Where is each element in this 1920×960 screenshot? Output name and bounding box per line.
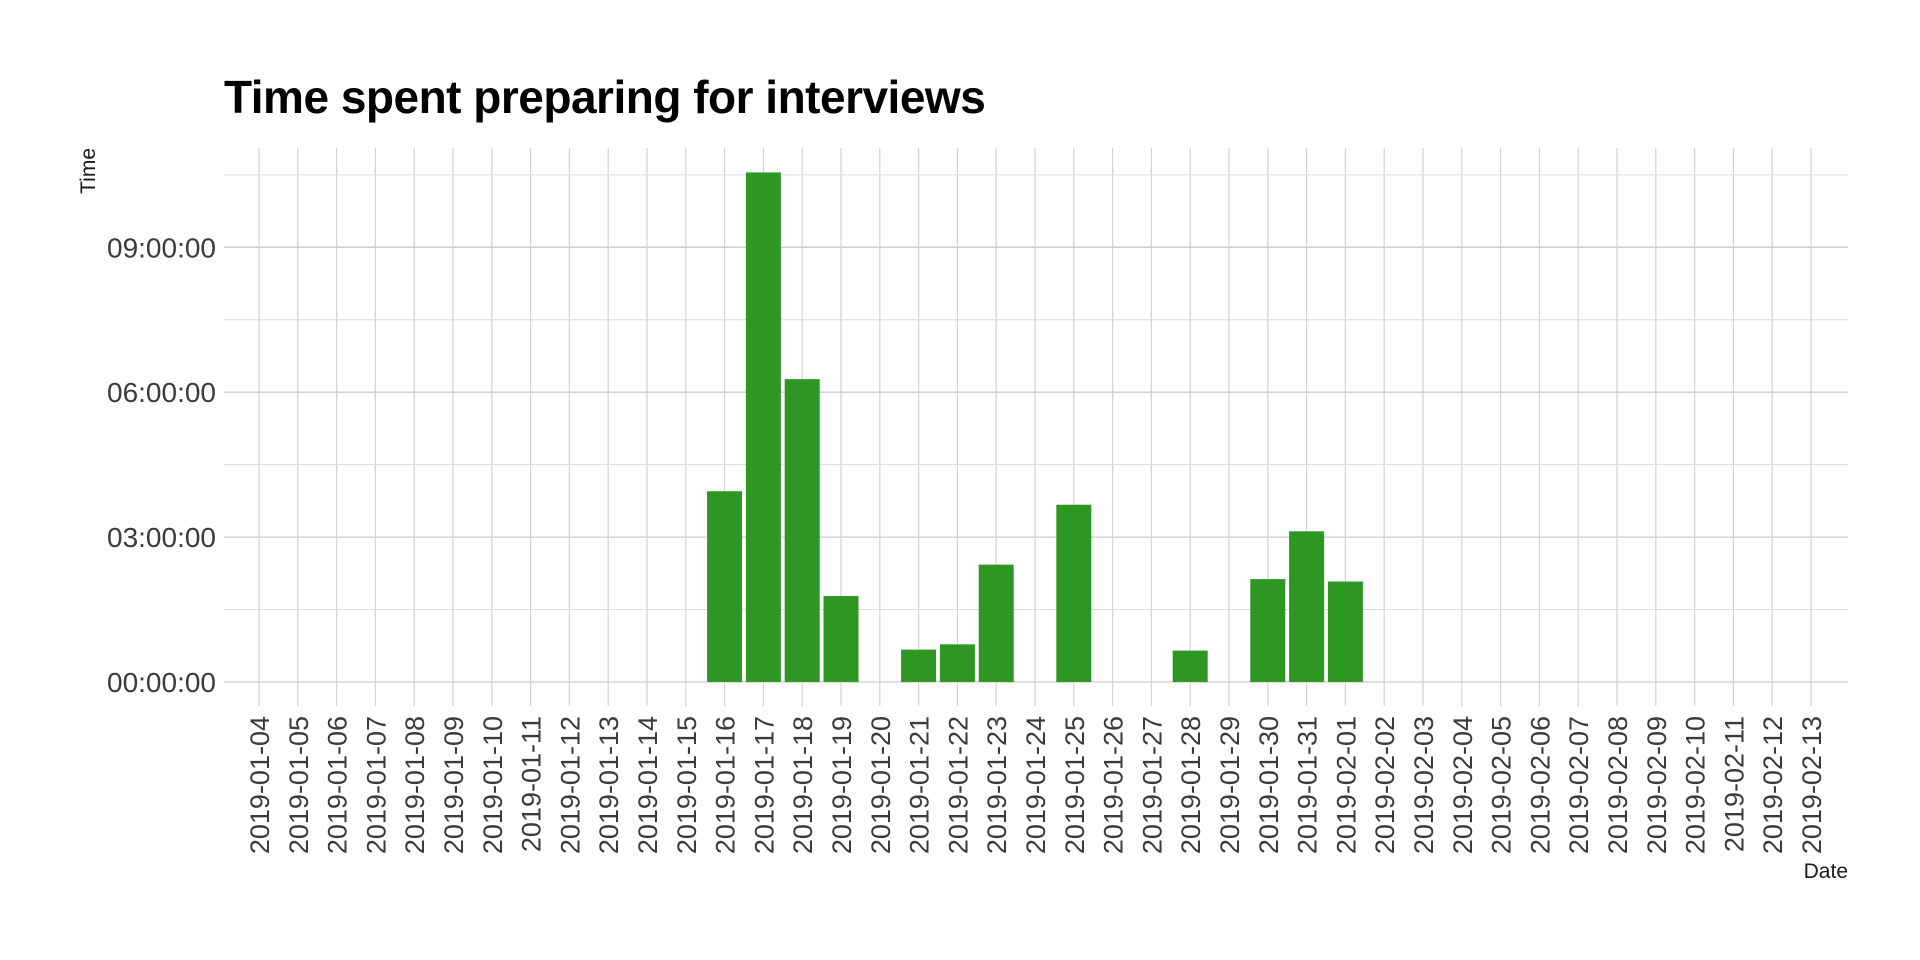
x-tick-label: 2019-02-13: [1797, 716, 1827, 854]
bar-2019-01-23: [978, 564, 1014, 682]
y-tick-label: 09:00:00: [107, 232, 216, 263]
x-axis-title: Date: [1804, 860, 1848, 883]
x-tick-label: 2019-01-31: [1293, 716, 1323, 854]
x-tick-label: 2019-02-02: [1370, 716, 1400, 854]
x-tick-label: 2019-02-11: [1719, 716, 1749, 852]
y-tick-label: 06:00:00: [107, 377, 216, 408]
x-tick-label: 2019-01-26: [1099, 716, 1129, 854]
x-tick-label: 2019-01-06: [323, 716, 353, 854]
x-tick-label: 2019-02-08: [1603, 716, 1633, 854]
x-tick-label: 2019-01-21: [905, 716, 935, 854]
chart-title: Time spent preparing for interviews: [224, 71, 986, 123]
x-tick-label: 2019-02-10: [1681, 716, 1711, 854]
x-tick-label: 2019-02-09: [1642, 716, 1672, 854]
y-axis-title: Time: [77, 148, 100, 194]
x-tick-label: 2019-01-14: [633, 716, 663, 854]
x-axis-ticks: 2019-01-04 2019-01-05 2019-01-06 2019-01-07…: [245, 716, 1827, 854]
x-tick-label: 2019-01-13: [594, 716, 624, 854]
x-tick-label: 2019-02-01: [1331, 716, 1361, 854]
x-tick-label: 2019-01-28: [1176, 716, 1206, 854]
x-tick-label: 2019-01-12: [555, 716, 585, 854]
bar-2019-01-22: [939, 644, 975, 682]
bar-2019-01-18: [784, 379, 820, 682]
x-tick-label: 2019-02-12: [1758, 716, 1788, 854]
y-tick-label: 03:00:00: [107, 522, 216, 553]
x-tick-label: 2019-01-18: [788, 716, 818, 854]
x-tick-label: 2019-01-11: [517, 716, 547, 852]
x-tick-label: 2019-02-03: [1409, 716, 1439, 854]
x-tick-label: 2019-01-19: [827, 716, 857, 854]
x-tick-label: 2019-01-04: [245, 716, 275, 854]
x-tick-label: 2019-01-27: [1137, 716, 1167, 854]
bar-2019-01-16: [707, 491, 743, 682]
x-tick-label: 2019-01-09: [439, 716, 469, 854]
y-tick-label: 00:00:00: [107, 667, 216, 698]
bar-2019-01-17: [745, 172, 781, 682]
x-tick-label: 2019-02-06: [1525, 716, 1555, 854]
x-tick-label: 2019-01-15: [672, 716, 702, 854]
bar-2019-01-21: [901, 649, 937, 682]
x-tick-label: 2019-02-04: [1448, 716, 1478, 854]
x-tick-label: 2019-01-10: [478, 716, 508, 854]
x-tick-label: 2019-01-30: [1254, 716, 1284, 854]
x-tick-label: 2019-01-05: [284, 716, 314, 854]
x-tick-label: 2019-01-08: [400, 716, 430, 854]
bar-2019-01-19: [823, 596, 859, 682]
x-tick-label: 2019-01-25: [1060, 716, 1090, 854]
bars: [707, 172, 1363, 682]
bar-2019-01-31: [1289, 531, 1325, 682]
x-tick-label: 2019-01-17: [749, 716, 779, 854]
x-tick-label: 2019-01-22: [943, 716, 973, 854]
x-tick-label: 2019-01-23: [982, 716, 1012, 854]
x-tick-label: 2019-01-24: [1021, 716, 1051, 854]
x-tick-label: 2019-01-20: [866, 716, 896, 854]
x-tick-label: 2019-02-07: [1564, 716, 1594, 854]
y-axis-ticks: 00:00:00 03:00:00 06:00:00 09:00:00: [107, 232, 216, 698]
bar-2019-01-30: [1250, 579, 1286, 682]
bar-2019-01-28: [1172, 650, 1208, 682]
x-tick-label: 2019-01-07: [361, 716, 391, 854]
x-tick-label: 2019-02-05: [1487, 716, 1517, 854]
grid-lines: [224, 148, 1848, 706]
x-tick-label: 2019-01-29: [1215, 716, 1245, 854]
bar-2019-01-25: [1056, 504, 1092, 682]
x-tick-label: 2019-01-16: [711, 716, 741, 854]
bar-2019-02-01: [1327, 581, 1363, 682]
